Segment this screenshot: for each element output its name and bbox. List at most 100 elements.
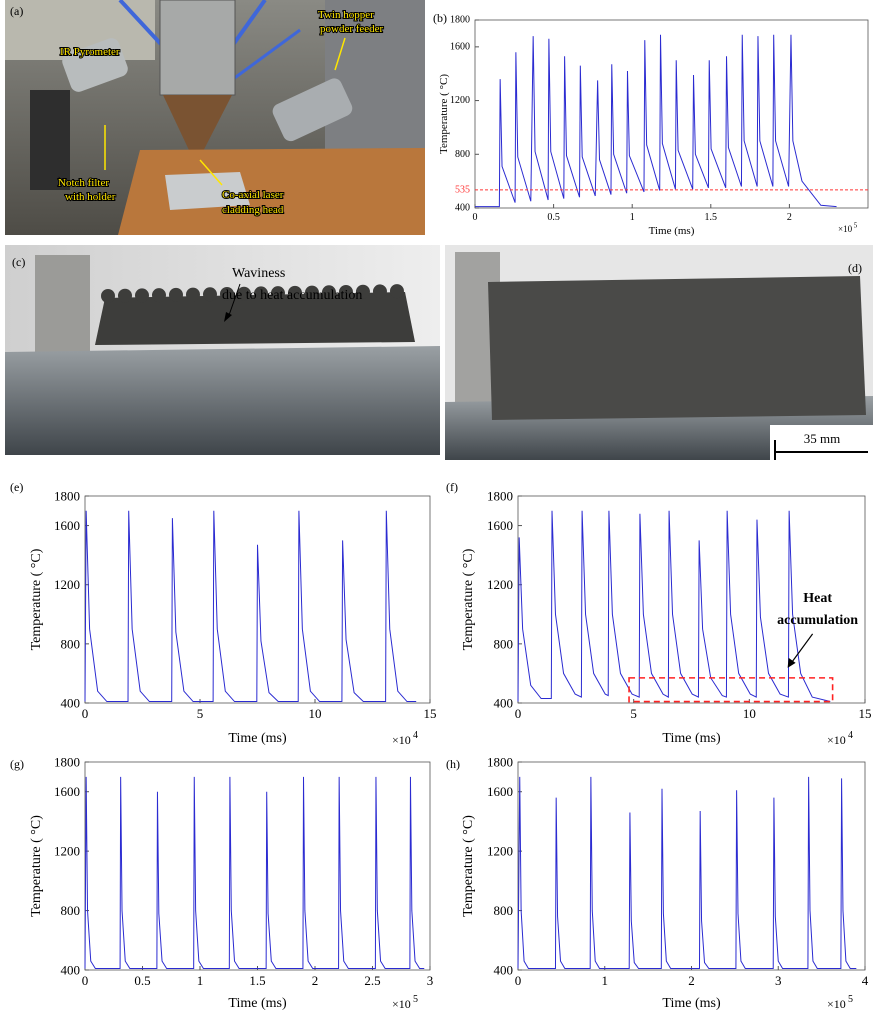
- axes-frame: [84, 761, 431, 971]
- panel-label: (d): [848, 261, 862, 275]
- highlight-box: [628, 677, 834, 703]
- x-tick-label: 4: [862, 973, 869, 988]
- photo-a: (a) IR Pyrometer Notch filter with holde…: [5, 0, 425, 235]
- nozzle: [163, 95, 232, 165]
- x-axis-label: Time (ms): [662, 996, 721, 1011]
- axes-frame: [517, 761, 866, 971]
- y-tick-label: 1800: [54, 489, 80, 504]
- cladding-head: [159, 0, 236, 96]
- x-tick-label: 10: [743, 706, 756, 721]
- panel-label: (f): [446, 480, 458, 494]
- photo-label: Twin hopper: [318, 9, 374, 21]
- panel-label: (h): [446, 757, 460, 771]
- x-tick-label: 0: [515, 706, 522, 721]
- holder: [30, 90, 70, 190]
- y-tick-label: 1200: [54, 844, 80, 859]
- photo-label: Waviness: [232, 266, 285, 281]
- y-tick-label: 800: [61, 903, 81, 918]
- y-tick-label: 400: [455, 203, 470, 214]
- x-tick-label: 0: [82, 973, 89, 988]
- y-tick-label: 1600: [487, 518, 513, 533]
- y-axis-label: Temperature ( °C): [29, 548, 44, 650]
- pointer: [227, 283, 241, 319]
- photo-d: 35 mm (d): [445, 245, 873, 460]
- box: [118, 148, 425, 235]
- y-tick-label: 400: [494, 696, 514, 711]
- photo-label: with holder: [65, 191, 116, 203]
- y-tick-label: 1200: [450, 95, 470, 106]
- y-axis-label: Temperature ( °C): [438, 74, 450, 154]
- x-tick-label: 1.5: [249, 973, 265, 988]
- deposit-waves: [101, 284, 412, 303]
- axes-frame: [474, 19, 869, 209]
- panel-label: (g): [10, 757, 24, 771]
- photo-label: powder feeder: [320, 23, 384, 35]
- deposit: [488, 276, 866, 420]
- photo-label: cladding head: [222, 204, 284, 216]
- y-tick-label: 1800: [487, 755, 513, 770]
- y-tick-label: 800: [494, 903, 514, 918]
- pointer: [199, 159, 223, 186]
- x-axis-label: Time (ms): [662, 731, 721, 746]
- x-tick-label: 3: [775, 973, 782, 988]
- y-tick-label: 400: [494, 963, 514, 978]
- scale-bg: [770, 425, 873, 460]
- y-tick-label: 1600: [450, 41, 470, 52]
- x-tick-label: 0: [473, 212, 478, 223]
- reference-label: 535: [455, 184, 470, 195]
- panel-label: (b): [433, 11, 447, 25]
- scale-label: 35 mm: [804, 431, 840, 446]
- x-multiplier: ×10: [392, 997, 411, 1011]
- x-multiplier: ×10: [392, 733, 411, 747]
- y-tick-label: 1800: [487, 489, 513, 504]
- arrow-head: [787, 657, 796, 668]
- x-tick-label: 1: [602, 973, 609, 988]
- x-exponent: 4: [413, 730, 418, 741]
- temperature-line: [517, 776, 857, 970]
- x-exponent: 4: [848, 730, 853, 741]
- feeder: [272, 78, 353, 142]
- x-tick-label: 15: [424, 706, 437, 721]
- x-axis-label: Time (ms): [649, 225, 695, 237]
- y-tick-label: 1200: [54, 577, 80, 592]
- x-tick-label: 2: [787, 212, 792, 223]
- temperature-line: [84, 510, 417, 703]
- x-tick-label: 15: [859, 706, 872, 721]
- y-tick-label: 800: [494, 636, 514, 651]
- x-tick-label: 2: [312, 973, 319, 988]
- y-tick-label: 1600: [487, 784, 513, 799]
- x-multiplier: ×10: [827, 733, 846, 747]
- pyrometer: [62, 38, 128, 92]
- deposit: [95, 292, 415, 345]
- x-exponent: 5: [413, 994, 418, 1005]
- x-tick-label: 5: [630, 706, 637, 721]
- x-multiplier: ×10: [838, 224, 853, 234]
- y-tick-label: 1600: [54, 784, 80, 799]
- y-tick-label: 1200: [487, 577, 513, 592]
- photo-label: IR Pyrometer: [60, 46, 120, 58]
- x-multiplier: ×10: [827, 997, 846, 1011]
- x-tick-label: 1: [197, 973, 204, 988]
- y-tick-label: 400: [61, 963, 81, 978]
- y-tick-label: 400: [61, 696, 81, 711]
- temperature-line: [84, 776, 425, 970]
- photo-label: Notch filter: [58, 177, 109, 189]
- x-tick-label: 0: [515, 973, 522, 988]
- y-axis-label: Temperature ( °C): [461, 815, 476, 917]
- strut: [224, 28, 301, 87]
- ruler: [35, 255, 90, 355]
- annotation: accumulation: [777, 613, 858, 628]
- photo-label: due to heat accumulation: [222, 288, 362, 303]
- temperature-line: [517, 510, 831, 703]
- arrow-head: [224, 312, 232, 322]
- x-tick-label: 2: [688, 973, 695, 988]
- axes-frame: [84, 495, 431, 704]
- y-tick-label: 1800: [450, 15, 470, 26]
- y-tick-label: 1200: [487, 844, 513, 859]
- x-axis-label: Time (ms): [228, 996, 287, 1011]
- plate: [5, 346, 440, 455]
- x-exponent: 5: [854, 222, 858, 230]
- substrate: [165, 172, 250, 210]
- photo-c: (c) Waviness due to heat accumulation: [5, 245, 440, 455]
